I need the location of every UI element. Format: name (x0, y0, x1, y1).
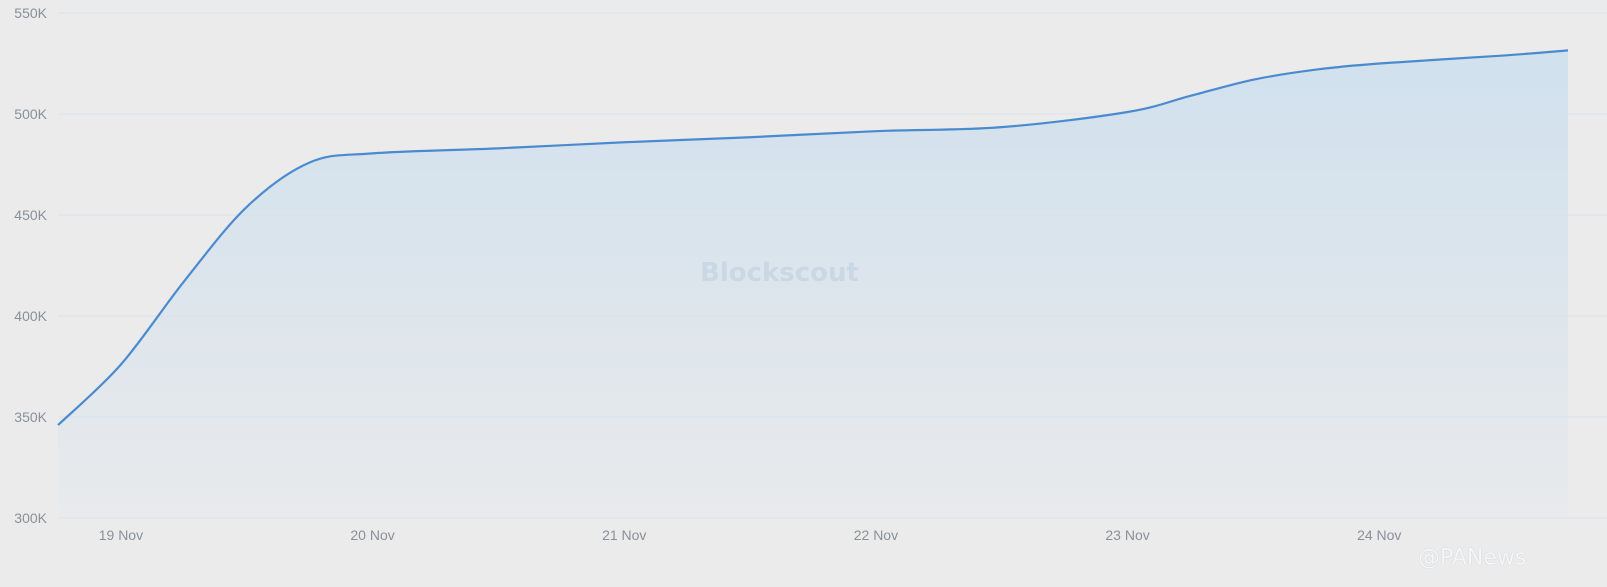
x-tick-label: 24 Nov (1357, 527, 1401, 543)
blockscout-watermark: Blockscout (700, 258, 859, 288)
y-tick-label: 500K (14, 106, 47, 122)
y-tick-label: 350K (14, 409, 47, 425)
series-line (57, 49, 1569, 426)
x-tick-label: 22 Nov (854, 527, 898, 543)
y-tick-label: 550K (14, 5, 47, 21)
y-tick-label: 450K (14, 207, 47, 223)
y-tick-label: 300K (14, 510, 47, 526)
x-tick-label: 21 Nov (602, 527, 646, 543)
x-tick-label: 20 Nov (350, 527, 394, 543)
x-tick-label: 23 Nov (1105, 527, 1149, 543)
series-area (58, 50, 1568, 519)
panews-watermark: @PANews (1418, 545, 1527, 571)
y-tick-label: 400K (14, 308, 47, 324)
x-tick-label: 19 Nov (99, 527, 143, 543)
